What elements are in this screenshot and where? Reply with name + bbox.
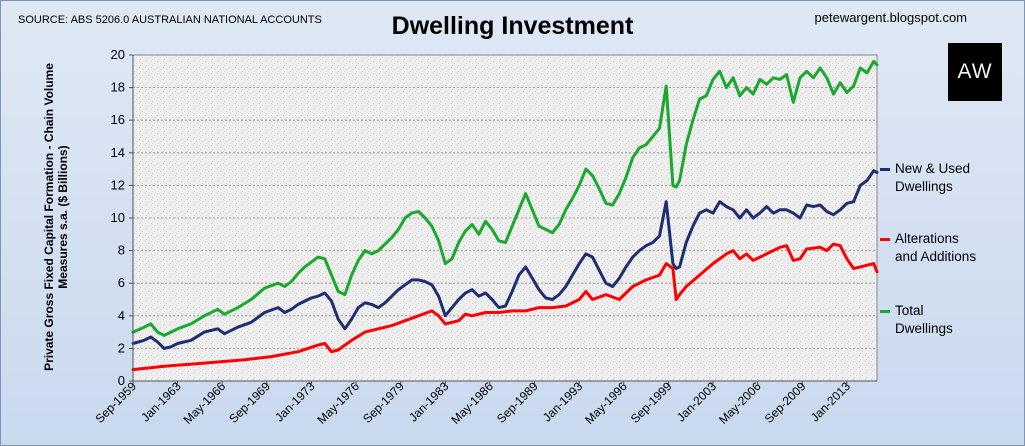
y-tick-label: 20	[111, 47, 125, 62]
x-tick-label: Sep-2009	[762, 379, 809, 426]
x-tick-label: Sep-1989	[494, 379, 541, 426]
legend-swatch-total	[880, 310, 890, 313]
x-tick-label: Sep-1959	[92, 379, 139, 426]
y-tick-label: 12	[111, 177, 125, 192]
series-line-alterations-and-additions	[131, 242, 879, 372]
x-tick-label: Jan-1993	[540, 379, 586, 425]
x-tick-label: Jan-1973	[272, 379, 318, 425]
y-tick-label: 0	[118, 373, 125, 388]
x-tick-label: Jan-1983	[406, 379, 452, 425]
aw-logo: AW	[948, 43, 1002, 101]
x-tick-label: Jan-2003	[674, 379, 720, 425]
x-tick-label: Sep-1979	[360, 379, 407, 426]
y-tick-label: 16	[111, 112, 125, 127]
x-tick-label: May-1966	[181, 379, 229, 427]
source-note: SOURCE: ABS 5206.0 AUSTRALIAN NATIONAL A…	[18, 14, 322, 26]
legend-swatch-new-used	[880, 168, 890, 171]
legend-swatch-alterations	[880, 238, 890, 241]
y-tick-label: 10	[111, 210, 125, 225]
legend-label-new-used: New & Used Dwellings	[895, 161, 971, 194]
x-tick-label: May-1996	[582, 379, 630, 427]
logo-text: AW	[957, 60, 993, 83]
legend-label-alterations: Alterations and Additions	[895, 231, 977, 264]
series-line-total-dwellings	[131, 60, 879, 337]
y-tick-label: 18	[111, 80, 125, 95]
y-tick-label: 4	[118, 308, 125, 323]
x-tick-label: Jan-2013	[808, 379, 854, 425]
blog-url: petewargent.blogspot.com	[814, 10, 967, 25]
legend-item-new-used: New & Used Dwellings	[880, 160, 970, 196]
x-tick-label: Sep-1999	[628, 379, 675, 426]
y-tick-label: 2	[118, 340, 125, 355]
x-tick-label: Jan-1963	[138, 379, 184, 425]
legend-item-alterations: Alterations and Additions	[880, 230, 976, 266]
chart-title: Dwelling Investment	[391, 12, 634, 40]
x-tick-label: Sep-1969	[226, 379, 273, 426]
x-tick-label: May-1986	[448, 379, 496, 427]
x-tick-label: May-2006	[716, 379, 764, 427]
y-tick-label: 14	[111, 145, 125, 160]
legend-label-total: Total Dwellings	[895, 303, 953, 336]
y-tick-label: 8	[118, 243, 125, 258]
x-tick-label: May-1976	[314, 379, 362, 427]
y-tick-label: 6	[118, 275, 125, 290]
series-line-new-used-dwellings	[131, 169, 879, 350]
legend-item-total: Total Dwellings	[880, 302, 953, 338]
